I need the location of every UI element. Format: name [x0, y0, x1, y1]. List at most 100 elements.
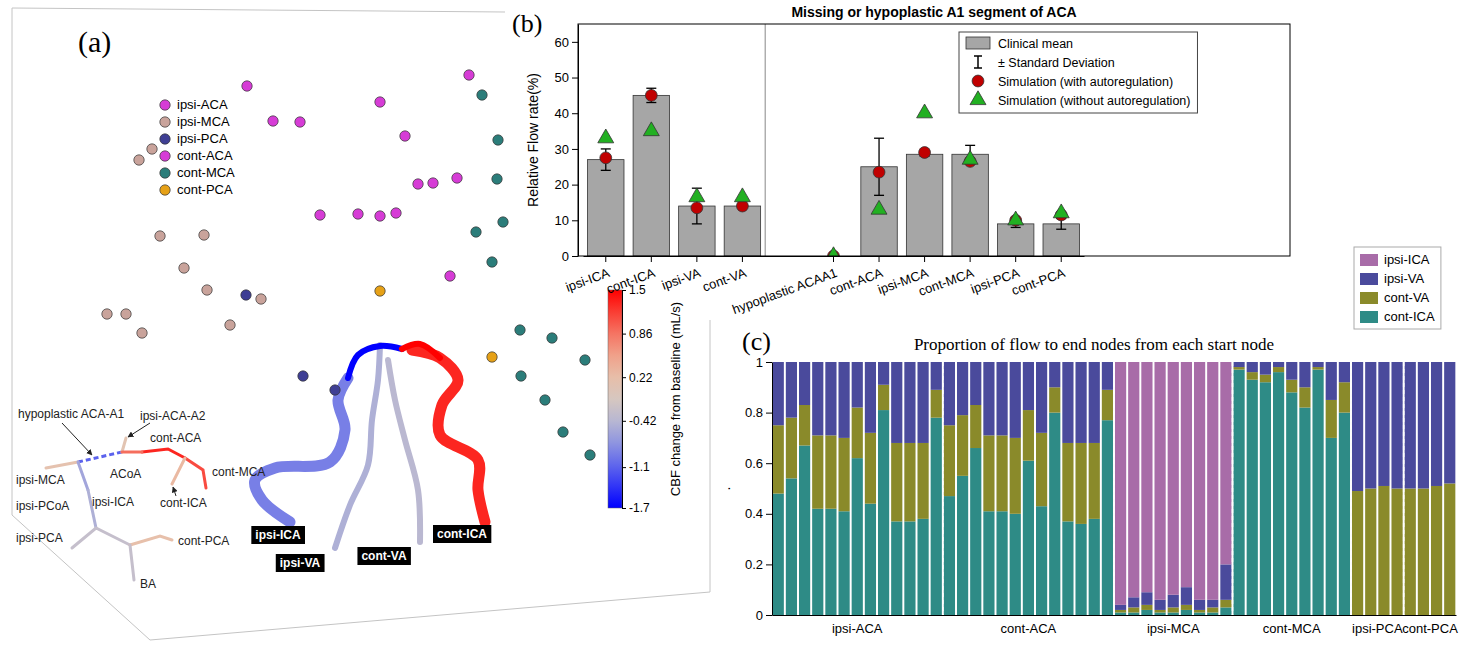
bar-segment: [1168, 595, 1179, 608]
end-node: [428, 178, 438, 188]
schematic-label: ipsi-ACA-A2: [140, 409, 206, 423]
tick-mark: [622, 377, 626, 378]
tick-mark: [970, 256, 971, 262]
bar-segment: [891, 443, 902, 521]
legend-swatch: [1360, 254, 1378, 266]
legend-marker: [160, 134, 170, 144]
bar-segment: [799, 405, 810, 445]
tick-label: cont-VA: [700, 265, 748, 295]
error-bar: [601, 149, 611, 170]
bar-segment: [891, 362, 902, 363]
bar-segment: [878, 410, 889, 615]
bar-segment: [825, 362, 836, 363]
vessel: [335, 345, 380, 548]
bar-segment: [1181, 362, 1192, 587]
legend-label: ipsi-VA: [1384, 271, 1425, 286]
legend: ipsi-ICAipsi-VAcont-VAcont-ICA: [1354, 247, 1441, 329]
schematic-label: cont-PCA: [178, 534, 229, 548]
bar-segment: [1036, 506, 1047, 615]
bar-segment: [904, 443, 915, 521]
chart-title: Missing or hypoplastic A1 segment of ACA: [791, 4, 1076, 20]
tick-mark: [879, 256, 880, 262]
bar-segment: [1075, 524, 1086, 615]
bar-segment: [1023, 362, 1034, 410]
legend-label: ipsi-ICA: [1384, 252, 1430, 267]
bar-segment: [1391, 362, 1402, 363]
end-node: [493, 135, 503, 145]
tick-mark: [766, 615, 772, 616]
bar-segment: [1220, 600, 1231, 608]
figure: hypoplastic ACA-A1ipsi-ACA-A2cont-ACAACo…: [0, 0, 1463, 645]
bar-segment: [865, 504, 876, 615]
bar-segment: [1312, 370, 1323, 615]
bar-segment: [970, 362, 981, 405]
bar-segment: [1075, 362, 1086, 363]
bar-segment: [917, 443, 928, 519]
schematic-label: ipsi-ICA: [92, 495, 134, 509]
error-bar-cap: [1011, 227, 1021, 228]
tick: cont-MCA: [916, 256, 976, 299]
bar-segment: [1154, 362, 1165, 600]
bar-segment: [1326, 400, 1337, 438]
bar-segment: [1391, 362, 1402, 489]
marker: [962, 150, 978, 164]
legend-box: [959, 32, 1197, 113]
legend-box: [1354, 247, 1441, 329]
bar-segment: [1312, 362, 1323, 367]
tick-label: hypoplastic ACAA1: [730, 265, 839, 317]
tick: 0.4: [745, 506, 772, 521]
tick: 0.6: [745, 456, 772, 471]
tick: 60: [555, 35, 578, 50]
error-bar-cap: [692, 223, 702, 224]
bar-segment: [1115, 605, 1126, 610]
bar-segment: [786, 362, 797, 363]
legend-swatch: [966, 37, 990, 49]
bar-segment: [983, 362, 994, 363]
bar-segment: [957, 362, 968, 415]
bar-segment: [865, 362, 876, 433]
legend-label: Clinical mean: [998, 37, 1073, 51]
end-node: [134, 155, 144, 165]
plot-background: [578, 24, 1290, 256]
bar-segment: [1378, 362, 1389, 363]
bar-segment: [1075, 443, 1086, 524]
bar-segment: [1365, 362, 1376, 363]
chart-title: Proportion of flow to end nodes from eac…: [914, 335, 1274, 354]
group-label: cont-PCA: [1402, 621, 1458, 636]
marker: [1053, 204, 1069, 218]
bar-segment: [1220, 607, 1231, 615]
bar-segment: [1036, 362, 1047, 363]
tick: 10: [555, 213, 578, 228]
tick-mark: [572, 185, 578, 186]
plot-area: [46, 70, 595, 580]
tick-mark: [766, 514, 772, 515]
bar-segment: [812, 435, 823, 508]
bar-segment: [825, 435, 836, 508]
bar-segment: [865, 433, 876, 504]
vessel-label-text: ipsi-VA: [280, 556, 321, 570]
bar-segment: [944, 496, 955, 615]
bar-segment: [1405, 362, 1416, 489]
end-node: [315, 210, 325, 220]
bar-segment: [983, 511, 994, 615]
tick-label: cont-ACA: [827, 265, 885, 298]
bar-segment: [1049, 387, 1060, 412]
vessel-label: cont-ICA: [433, 525, 491, 543]
legend-label: cont-VA: [1384, 290, 1430, 305]
tick-label: 0.2: [745, 557, 763, 572]
bar-segment: [1102, 362, 1113, 363]
schematic-vessel: [185, 458, 206, 488]
end-node: [498, 217, 508, 227]
vessel-label-text: cont-ICA: [437, 527, 487, 541]
end-node: [268, 116, 278, 126]
bar: [906, 154, 942, 256]
group-separator: [1113, 362, 1115, 615]
plot-frame: [710, 320, 711, 592]
tick: hypoplastic ACAA1: [730, 256, 839, 317]
tick: 0.86: [622, 327, 653, 341]
end-node: [492, 174, 502, 184]
bar-segment: [1062, 362, 1073, 363]
y-axis: 00.20.40.60.81: [745, 355, 773, 623]
vessel-label: cont-VA: [357, 547, 410, 565]
legend-label: cont-ACA: [177, 148, 233, 163]
